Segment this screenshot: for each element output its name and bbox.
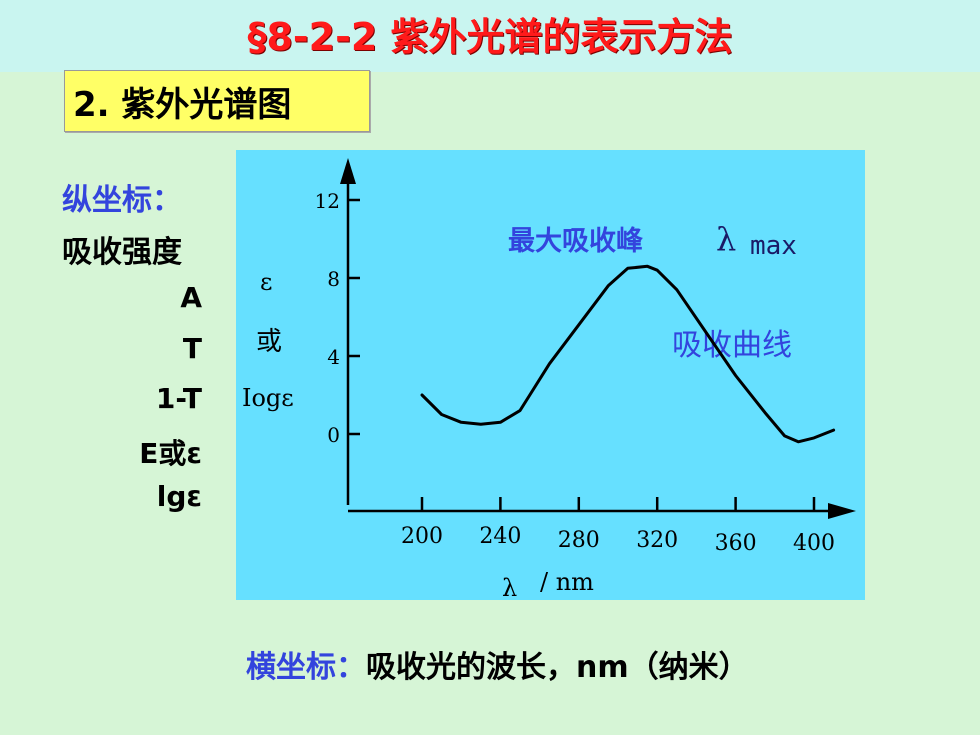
x-label-lambda: λ	[502, 574, 517, 600]
x-tick-label: 360	[715, 531, 757, 556]
title-band	[0, 0, 980, 72]
y-axis-description: 吸收强度	[62, 235, 182, 270]
y-item-e: E或ε	[139, 437, 202, 470]
spectrum-chart: 200 240 280 320 360 400 0 4 8 12 ε 或 Iogε λ / nm…	[242, 158, 856, 600]
x-tick-label: 240	[479, 524, 521, 549]
y-axis-caption: 纵坐标：	[62, 183, 182, 218]
y-item-1-t: 1-T	[155, 382, 202, 415]
y-item-lg: lgε	[156, 480, 202, 513]
x-tick-label: 320	[636, 528, 678, 553]
subtitle: 2. 紫外光谱图	[73, 85, 292, 125]
x-axis-caption-value: 吸收光的波长，nm（纳米）	[366, 650, 749, 685]
y-label-logeps: Iogε	[242, 384, 294, 412]
x-tick-label: 280	[558, 528, 600, 553]
x-axis-caption-key: 横坐标：	[246, 650, 366, 685]
peak-max: max	[750, 231, 797, 261]
peak-lambda: λ	[716, 220, 736, 258]
y-tick-label: 0	[327, 423, 340, 447]
y-item-t: T	[182, 332, 202, 365]
subtitle-box: 2. 紫外光谱图	[64, 70, 370, 132]
y-label-epsilon: ε	[260, 268, 272, 296]
x-tick-label: 400	[793, 531, 835, 556]
absorption-curve	[420, 264, 836, 444]
page-title: §8-2-2 紫外光谱的表示方法	[247, 15, 733, 59]
y-item-a: A	[180, 281, 202, 314]
x-label-unit: / nm	[540, 568, 594, 596]
y-tick-label: 4	[327, 345, 340, 369]
chart-panel: 200 240 280 320 360 400 0 4 8 12 ε 或 Iogε λ / nm…	[236, 150, 865, 600]
y-tick-label: 12	[315, 189, 340, 213]
x-tick-label: 200	[401, 524, 443, 549]
x-axis-arrow	[828, 503, 856, 519]
y-label-or: 或	[256, 327, 282, 357]
curve-label: 吸收曲线	[672, 328, 792, 363]
peak-label: 最大吸收峰	[508, 226, 643, 257]
x-axis-caption: 横坐标：吸收光的波长，nm（纳米）	[246, 642, 749, 686]
y-tick-label: 8	[327, 267, 340, 291]
y-axis-arrow	[340, 158, 356, 184]
